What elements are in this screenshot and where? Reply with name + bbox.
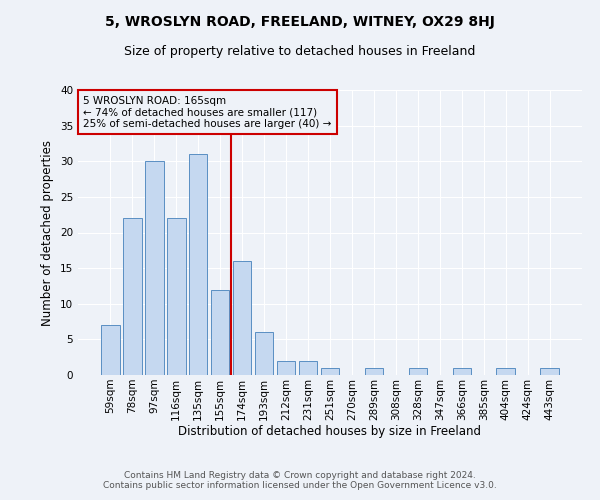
Bar	[189, 154, 208, 375]
Text: Size of property relative to detached houses in Freeland: Size of property relative to detached ho…	[124, 45, 476, 58]
Y-axis label: Number of detached properties: Number of detached properties	[41, 140, 55, 326]
Bar	[255, 332, 274, 375]
Bar	[101, 325, 119, 375]
Bar	[145, 161, 164, 375]
Text: 5 WROSLYN ROAD: 165sqm
← 74% of detached houses are smaller (117)
25% of semi-de: 5 WROSLYN ROAD: 165sqm ← 74% of detached…	[83, 96, 331, 129]
Bar	[277, 361, 295, 375]
Bar	[365, 368, 383, 375]
Bar	[299, 361, 317, 375]
Bar	[496, 368, 515, 375]
Bar	[452, 368, 471, 375]
Text: Contains HM Land Registry data © Crown copyright and database right 2024.
Contai: Contains HM Land Registry data © Crown c…	[103, 470, 497, 490]
Bar	[409, 368, 427, 375]
Bar	[167, 218, 185, 375]
Bar	[123, 218, 142, 375]
X-axis label: Distribution of detached houses by size in Freeland: Distribution of detached houses by size …	[179, 426, 482, 438]
Bar	[211, 290, 229, 375]
Bar	[320, 368, 340, 375]
Text: 5, WROSLYN ROAD, FREELAND, WITNEY, OX29 8HJ: 5, WROSLYN ROAD, FREELAND, WITNEY, OX29 …	[105, 15, 495, 29]
Bar	[541, 368, 559, 375]
Bar	[233, 261, 251, 375]
